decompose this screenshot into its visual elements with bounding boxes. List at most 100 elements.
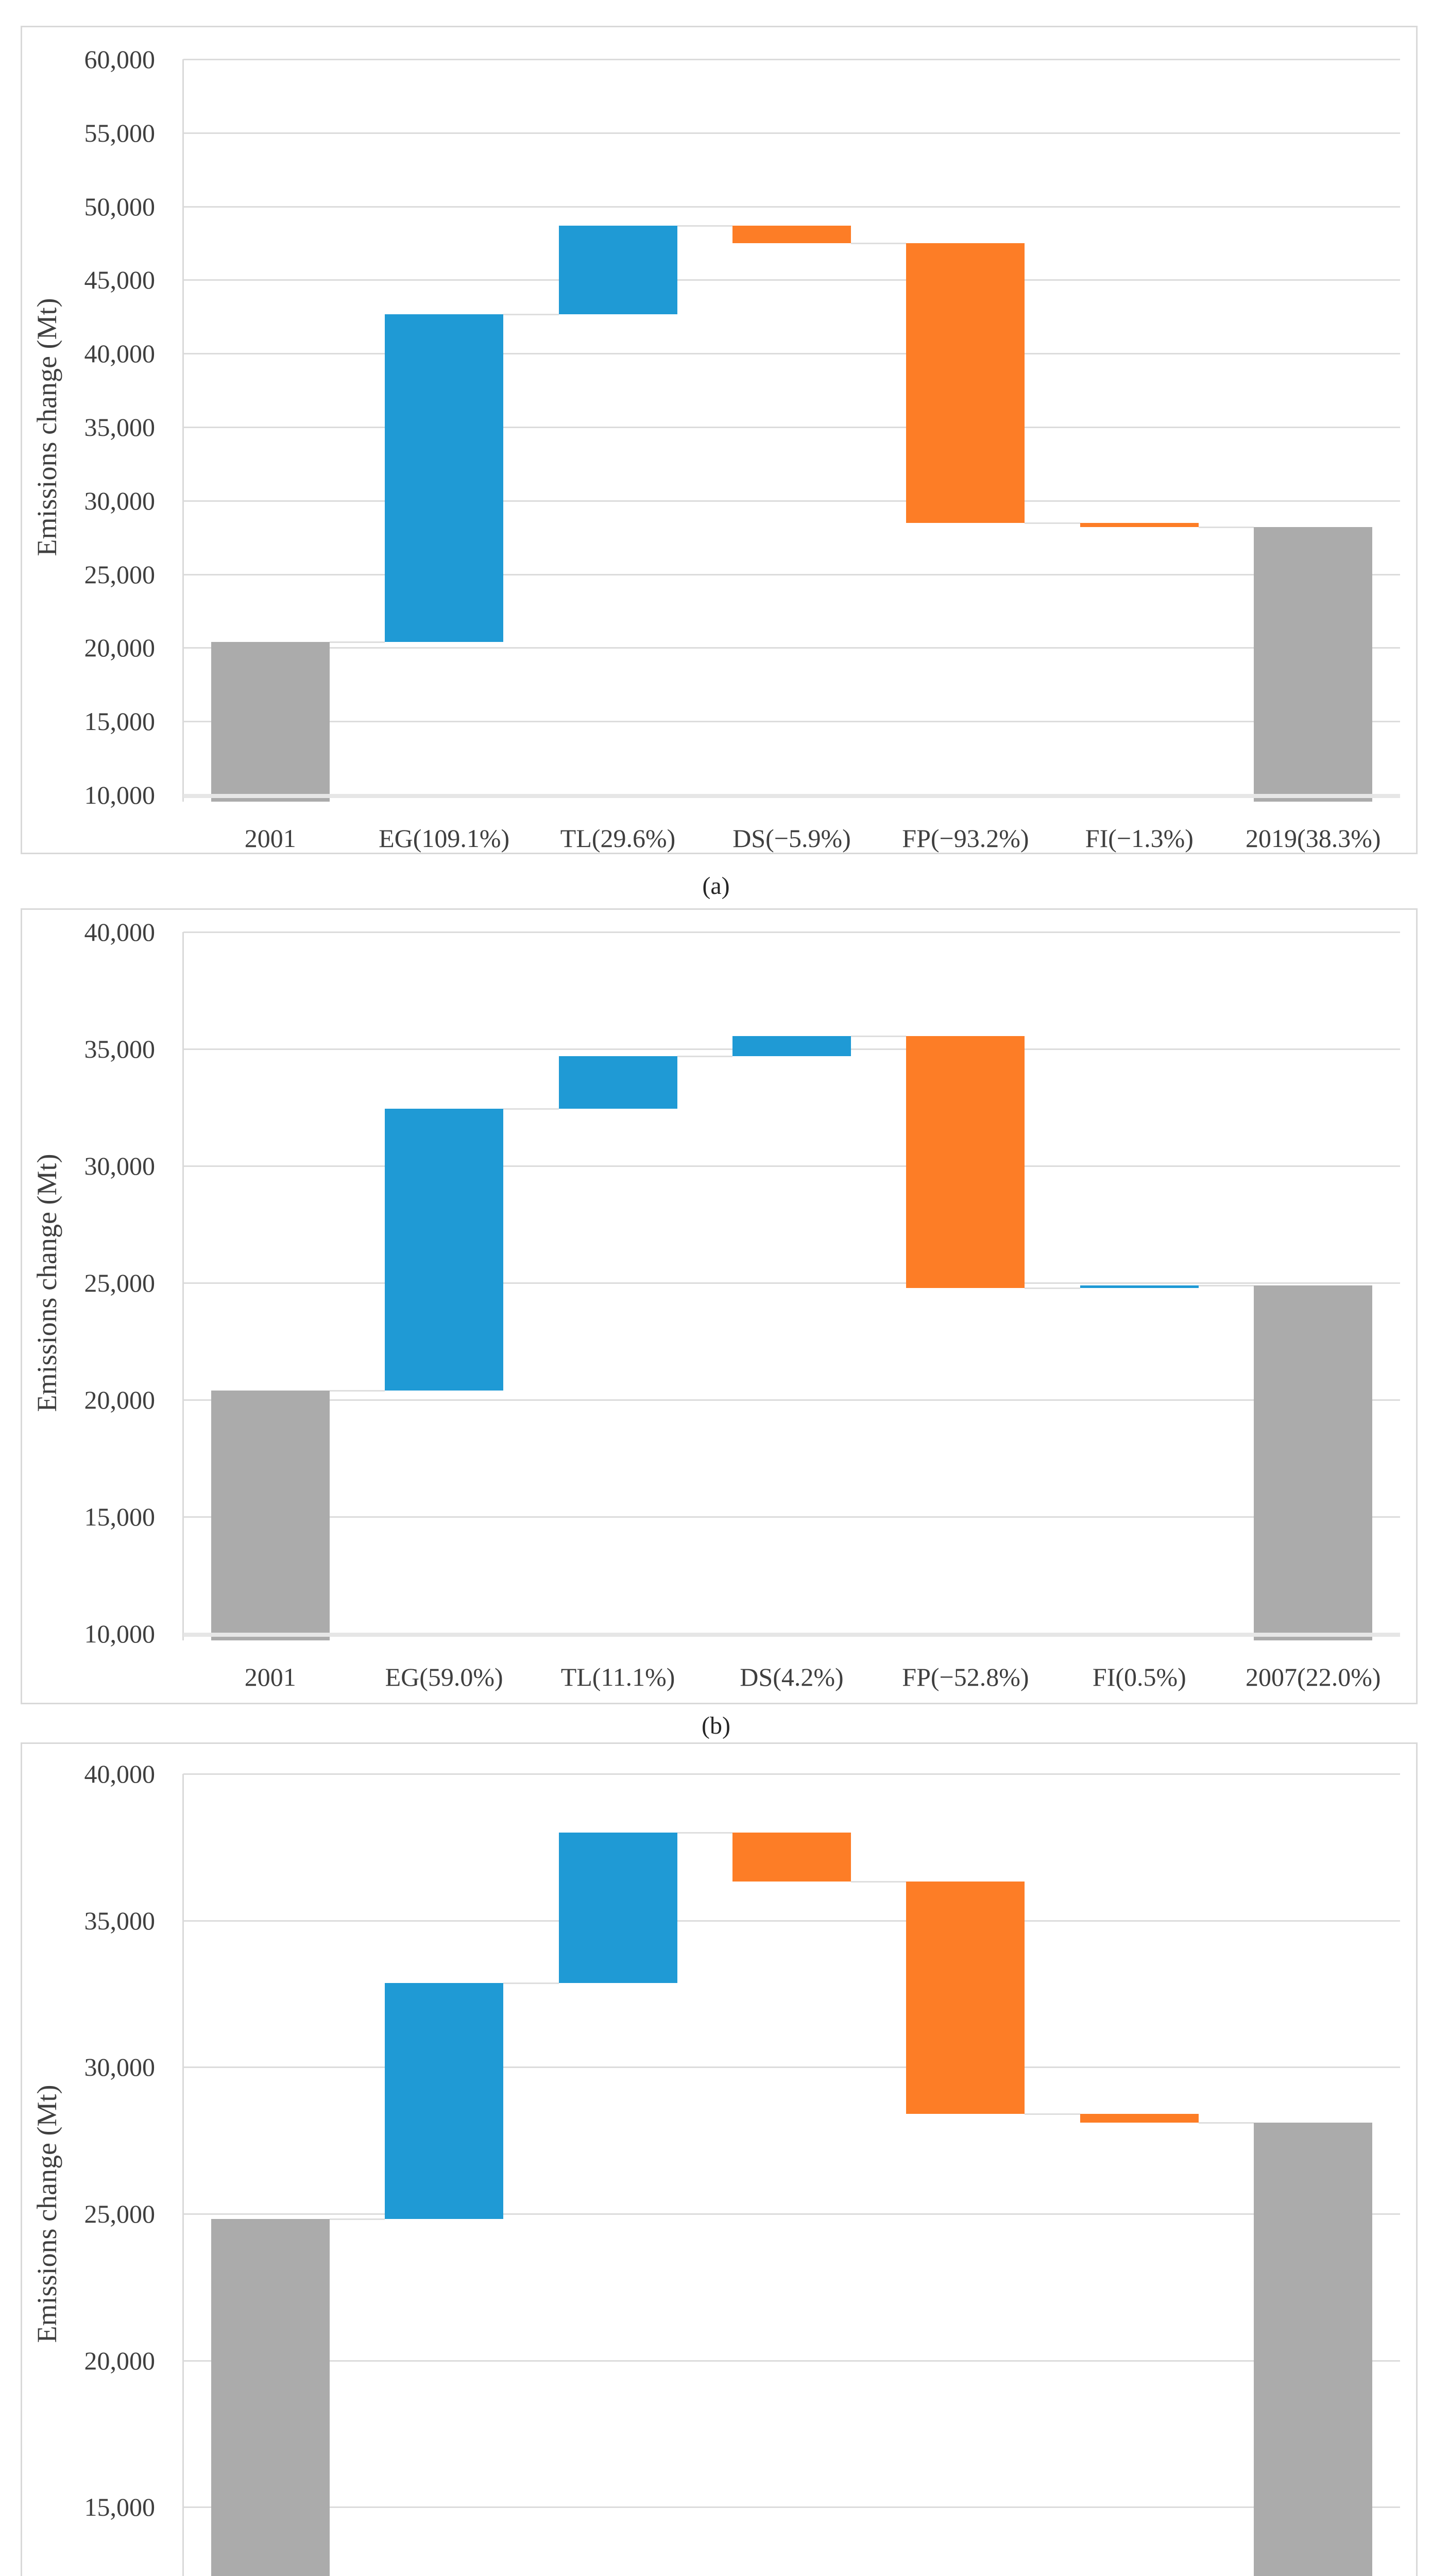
y-tick-label: 20,000 [84,2346,156,2375]
y-axis-line [182,1774,184,2576]
gridline [183,353,1400,355]
gridline [183,1920,1400,1922]
waterfall-bar-increase [385,314,504,642]
waterfall-bar-decrease [906,1882,1025,2114]
gridline [183,573,1400,575]
y-tick-label: 10,000 [84,781,156,809]
gridline [183,1516,1400,1518]
connector-line [1198,526,1254,528]
connector-line [329,1389,385,1392]
connector-line [329,641,385,643]
x-category-label: DS(−5.9%) [732,824,851,853]
x-category-label: 2019(38.3%) [1246,824,1381,853]
waterfall-bar-increase [385,1982,504,2219]
waterfall-bar-increase [385,1109,504,1391]
y-tick-label: 40,000 [84,1759,156,1788]
y-axis-line [182,932,184,1640]
x-category-label: FI(0.5%) [1092,1663,1186,1691]
y-tick-label: 60,000 [84,45,156,74]
waterfall-bar-decrease [1080,2114,1199,2123]
gridline [183,2066,1400,2069]
connector-line [503,1108,559,1110]
y-tick-label: 25,000 [84,1268,156,1297]
waterfall-bar-total [211,2218,330,2576]
gridline [183,1165,1400,1167]
waterfall-bar-increase [558,225,677,315]
y-tick-label: 15,000 [84,2493,156,2522]
waterfall-bar-total [211,641,330,802]
gridline [183,206,1400,208]
gridline [183,59,1400,60]
y-tick-label: 10,000 [84,1619,156,1648]
connector-line [677,225,732,227]
subfigure-caption-a: (a) [702,872,730,900]
connector-line [677,1055,732,1057]
waterfall-bar-decrease [906,243,1025,523]
baseline-axis-band [183,794,1400,798]
x-category-label: DS(4.2%) [740,1663,844,1691]
waterfall-bar-total [1254,2123,1373,2576]
connector-line [1025,1287,1080,1289]
connector-line [503,314,559,316]
gridline [183,2360,1400,2362]
waterfall-bar-decrease [1080,523,1199,527]
waterfall-bar-decrease [732,225,851,244]
x-category-label: 2001 [244,1663,296,1691]
connector-line [851,243,907,245]
y-tick-label: 45,000 [84,265,156,295]
gridline [183,2213,1400,2215]
gridline [183,427,1400,428]
y-tick-label: 15,000 [84,1502,156,1531]
connector-line [851,1881,907,1883]
connector-line [1025,2113,1080,2115]
chart-panel-a: Emissions change (Mt) 10,000 15,000 20,000… [21,26,1418,854]
waterfall-bar-increase [558,1833,677,1983]
x-category-label: TL(11.1%) [560,1663,675,1691]
y-tick-label: 30,000 [84,486,156,515]
x-category-label: 2007(22.0%) [1246,1663,1381,1691]
x-category-label: 2001 [244,824,296,853]
subfigure-caption-b: (b) [702,1712,730,1739]
y-tick-label: 20,000 [84,633,156,663]
waterfall-bar-decrease [906,1036,1025,1288]
waterfall-bar-decrease [732,1833,851,1882]
y-tick-label: 40,000 [84,918,156,946]
connector-line [851,1035,907,1037]
connector-line [503,1982,559,1984]
x-category-label: FP(−52.8%) [902,1663,1029,1691]
waterfall-bar-increase [732,1036,851,1056]
y-axis-title: Emissions change (Mt) [31,2084,62,2343]
waterfall-bar-total [211,1390,330,1640]
gridline [183,132,1400,134]
y-axis-line [182,59,184,802]
x-category-label: EG(59.0%) [385,1663,503,1691]
gridline [183,647,1400,649]
waterfall-bar-total [1254,527,1373,802]
gridline [183,931,1400,933]
connector-line [677,1832,732,1834]
gridline [183,500,1400,502]
y-tick-label: 35,000 [84,413,156,442]
y-tick-label: 35,000 [84,1906,156,1935]
connector-line [329,2218,385,2220]
chart-panel-c: Emissions change (Mt) 10,00015,00020,000… [21,1742,1418,2576]
x-category-label: EG(109.1%) [379,824,510,853]
chart-panel-b: Emissions change (Mt) 10,000 15,000 20,000… [21,908,1418,1704]
connector-line [1025,522,1080,524]
gridline [183,1773,1400,1775]
x-category-label: FP(−93.2%) [902,824,1029,853]
gridline [183,721,1400,723]
y-tick-label: 15,000 [84,707,156,736]
y-tick-label: 20,000 [84,1385,156,1414]
y-tick-label: 30,000 [84,2053,156,2082]
y-tick-label: 30,000 [84,1151,156,1180]
y-tick-label: 35,000 [84,1035,156,1063]
gridline [183,1399,1400,1401]
gridline [183,279,1400,281]
x-category-label: TL(29.6%) [560,824,676,853]
connector-line [1198,2122,1254,2124]
waterfall-bar-increase [1080,1285,1199,1288]
y-tick-label: 25,000 [84,560,156,589]
gridline [183,1282,1400,1284]
waterfall-bar-increase [558,1056,677,1109]
